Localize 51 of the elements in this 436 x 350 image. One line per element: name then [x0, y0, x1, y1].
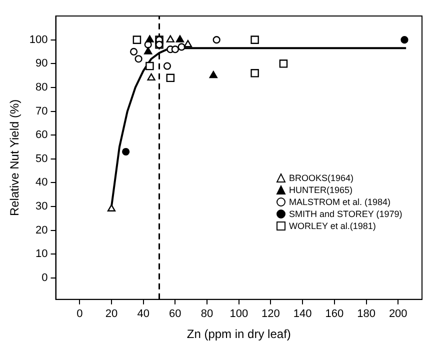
x-tick-label: 100: [230, 308, 248, 320]
x-tick-label: 60: [169, 308, 182, 320]
y-tick-label: 50: [36, 152, 48, 165]
point: [146, 62, 154, 70]
point: [163, 62, 172, 70]
point: [184, 40, 192, 48]
y-tick-label: 80: [36, 81, 48, 94]
point: [209, 70, 218, 78]
x-tick-label: 40: [137, 308, 150, 320]
point: [171, 46, 179, 54]
y-tick-label: 40: [36, 176, 48, 189]
x-tick-label: 120: [262, 308, 280, 320]
legend-label: WORLEY et al.(1981): [289, 220, 376, 231]
point: [176, 35, 184, 42]
x-tick-label: 0: [76, 308, 83, 320]
legend-label: MALSTROM et al. (1984): [289, 196, 391, 207]
legend-label: BROOKS(1964): [289, 172, 354, 183]
point: [400, 36, 408, 44]
point: [134, 55, 142, 63]
point: [279, 59, 288, 68]
point: [146, 35, 154, 42]
point: [147, 73, 156, 81]
y-tick-label: 10: [36, 248, 48, 260]
y-tick-label: 60: [36, 129, 48, 142]
point: [107, 204, 116, 212]
x-tick-label: 200: [388, 308, 408, 320]
x-axis-title: Zn (ppm in dry leaf): [186, 327, 291, 342]
point: [166, 74, 175, 82]
x-tick-label: 180: [357, 308, 376, 320]
point: [122, 148, 130, 156]
y-tick-label: 100: [29, 34, 48, 46]
point: [132, 36, 142, 44]
point: [250, 36, 259, 44]
y-axis-title: Relative Nut Yield (%): [8, 99, 22, 216]
legend-label: HUNTER(1965): [289, 184, 353, 195]
y-tick-label: 30: [36, 200, 48, 213]
y-tick-label: 20: [36, 224, 48, 236]
point: [212, 36, 220, 44]
x-tick-label: 80: [200, 308, 214, 320]
x-tick-label: 140: [293, 308, 312, 320]
point: [250, 69, 259, 78]
point: [144, 47, 152, 54]
y-tick-label: 0: [42, 272, 48, 284]
point: [166, 35, 174, 42]
x-tick-label: 20: [105, 308, 118, 320]
y-tick-label: 90: [36, 58, 48, 70]
legend-label: SMITH and STOREY (1979): [289, 208, 402, 219]
point: [130, 48, 138, 56]
x-tick-label: 160: [325, 308, 344, 320]
y-tick-label: 70: [36, 105, 48, 118]
point: [178, 43, 186, 51]
